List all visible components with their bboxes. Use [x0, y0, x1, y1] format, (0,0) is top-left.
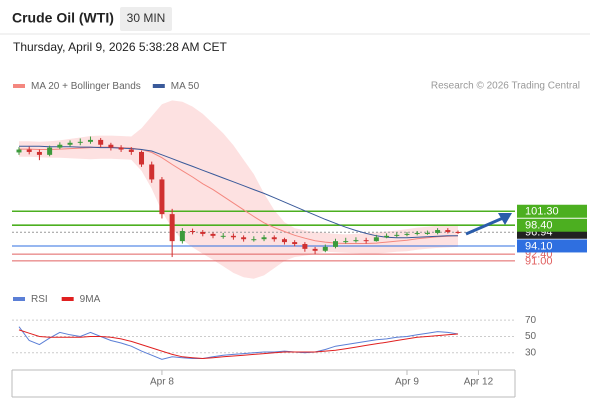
credit: Research © 2026 Trading Central [431, 81, 580, 92]
forecast-arrowhead [498, 213, 512, 225]
y-tick-label: 70 [525, 315, 537, 326]
candle-body [77, 141, 83, 143]
candle-body [67, 142, 73, 145]
candle-body [230, 235, 236, 238]
candle-body [139, 151, 145, 165]
legend-label: MA 50 [171, 81, 200, 92]
x-tick-label: Apr 12 [464, 377, 494, 388]
y-tick-label: 30 [525, 347, 537, 358]
candle-body [220, 235, 226, 237]
candle-body [445, 230, 451, 232]
level-box [517, 239, 587, 253]
candle-body [353, 240, 359, 242]
level-label: 91.00 [525, 255, 553, 267]
level-label: 101.30 [525, 206, 559, 218]
interval-label: 30 MIN [127, 11, 166, 25]
candle-body [343, 241, 349, 243]
candle-body [251, 239, 257, 241]
candle-body [241, 237, 247, 240]
candle-body [414, 232, 420, 234]
candle-body [118, 147, 124, 150]
candle-body [169, 214, 175, 242]
legend-label: RSI [31, 294, 48, 305]
candle-body [333, 241, 339, 247]
candle-body [404, 233, 410, 235]
candle-body [200, 231, 206, 234]
candle-body [36, 151, 42, 155]
candle-body [312, 248, 318, 251]
candle-body [455, 231, 461, 233]
candle-body [26, 149, 32, 152]
bollinger-band [19, 100, 458, 279]
level-label: 98.40 [525, 220, 553, 232]
x-tick-label: Apr 9 [395, 377, 419, 388]
rsi-line [18, 326, 459, 360]
candle-body [47, 147, 53, 155]
timestamp: Thursday, April 9, 2026 5:38:28 AM CET [13, 40, 228, 54]
legend-label: 9MA [80, 294, 101, 305]
x-tick-label: Apr 8 [150, 377, 174, 388]
candle-body [210, 233, 216, 236]
instrument-title: Crude Oil (WTI) [12, 10, 114, 26]
level-box [517, 204, 587, 218]
candle-body [373, 237, 379, 242]
candle-body [435, 230, 441, 233]
legend-swatch [61, 297, 74, 301]
interval-badge[interactable] [120, 7, 172, 31]
candle-body [261, 237, 267, 240]
candle-body [302, 244, 308, 249]
legend-label: MA 20 + Bollinger Bands [31, 81, 141, 92]
legend-swatch [13, 84, 25, 88]
candle-body [57, 144, 63, 148]
candle-body [108, 144, 114, 148]
candle-body [16, 149, 22, 153]
legend-swatch [152, 84, 165, 88]
candle-body [190, 231, 196, 233]
candle-body [179, 231, 185, 242]
candle-body [98, 139, 104, 145]
candle-body [394, 234, 400, 236]
candle-body [149, 164, 155, 180]
candle-body [128, 149, 134, 152]
level-box [517, 218, 587, 232]
candle-body [271, 237, 277, 240]
legend-swatch [13, 297, 25, 301]
level-label: 94.10 [525, 240, 553, 252]
candle-body [322, 246, 328, 251]
forecast-arrow [465, 216, 504, 236]
candle-body [281, 239, 287, 243]
candle-body [424, 232, 430, 234]
candle-body [159, 179, 165, 215]
candle-body [292, 242, 298, 245]
rsi-line [18, 329, 459, 360]
y-tick-label: 50 [525, 331, 537, 342]
candle-body [384, 235, 390, 238]
candle-body [363, 240, 369, 242]
candle-body [87, 139, 93, 142]
